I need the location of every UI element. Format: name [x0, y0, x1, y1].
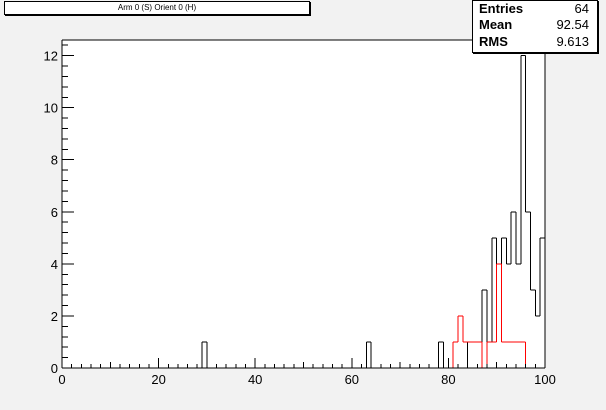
- x-tick-label: 60: [345, 372, 359, 387]
- histogram-bin: [506, 342, 511, 368]
- histogram-bin: [526, 212, 531, 368]
- y-tick-label: 0: [51, 361, 58, 376]
- stats-box: Entries 64 Mean 92.54 RMS 9.613: [472, 0, 598, 53]
- histogram-bin: [535, 316, 540, 368]
- histogram-bin: [492, 342, 497, 368]
- stats-value: 64: [574, 1, 589, 16]
- histogram-title: Arm 0 (S) Orient 0 (H): [4, 1, 310, 15]
- histogram-bin: [521, 56, 526, 368]
- stats-row-rms: RMS 9.613: [479, 34, 589, 50]
- histogram-bin: [540, 238, 545, 368]
- histogram-bin: [473, 342, 478, 368]
- stats-label: Entries: [479, 1, 524, 16]
- histogram-bin: [482, 290, 487, 368]
- y-tick-label: 4: [51, 257, 58, 272]
- stats-row-mean: Mean 92.54: [479, 17, 589, 33]
- y-tick-label: 8: [51, 153, 58, 168]
- histogram-bin: [463, 342, 468, 368]
- stats-label: Mean: [479, 17, 513, 32]
- stats-row-entries: Entries 64: [479, 1, 589, 17]
- histogram-bin: [497, 264, 502, 368]
- y-tick-label: 10: [44, 101, 58, 116]
- stats-value: 92.54: [556, 17, 589, 32]
- y-tick-label: 6: [51, 205, 58, 220]
- histogram-bin: [439, 342, 444, 368]
- series-1-outline: [452, 263, 527, 368]
- x-tick-label: 20: [151, 372, 165, 387]
- x-tick-label: 80: [441, 372, 455, 387]
- x-tick-label: 100: [534, 372, 556, 387]
- histogram-bin: [202, 342, 207, 368]
- series-0-outline: [201, 55, 546, 368]
- histogram-bin: [458, 316, 463, 368]
- histogram-bin: [511, 342, 516, 368]
- x-tick-label: 0: [58, 372, 65, 387]
- y-tick-label: 12: [44, 49, 58, 64]
- histogram-bin: [366, 342, 371, 368]
- y-tick-label: 2: [51, 309, 58, 324]
- histogram-bin: [468, 342, 473, 368]
- histogram-bin: [521, 342, 526, 368]
- x-tick-label: 40: [248, 372, 262, 387]
- histogram-bin: [516, 342, 521, 368]
- stats-value: 9.613: [556, 34, 589, 49]
- stats-label: RMS: [479, 34, 508, 49]
- plot-frame: [62, 40, 545, 368]
- histogram-bin: [502, 342, 507, 368]
- histogram-bin: [487, 342, 492, 368]
- histogram-bin: [453, 342, 458, 368]
- histogram-bin: [531, 290, 536, 368]
- histogram-bin: [477, 342, 482, 368]
